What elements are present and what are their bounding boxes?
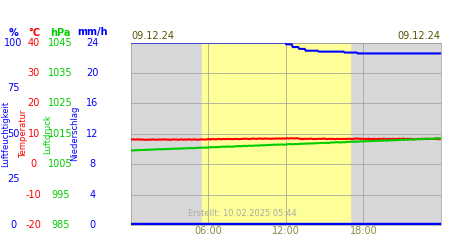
- Text: 0: 0: [89, 220, 95, 230]
- Text: 100: 100: [4, 38, 22, 48]
- Text: 4: 4: [89, 190, 95, 200]
- Text: 24: 24: [86, 38, 99, 48]
- Text: %: %: [9, 28, 18, 38]
- Text: Luftfeuchtigkeit: Luftfeuchtigkeit: [1, 101, 10, 167]
- Text: 50: 50: [7, 129, 20, 139]
- Text: 25: 25: [7, 174, 20, 184]
- Text: 16: 16: [86, 98, 99, 108]
- Text: 75: 75: [7, 83, 20, 93]
- Text: 30: 30: [27, 68, 40, 78]
- Text: mm/h: mm/h: [77, 28, 108, 38]
- Text: 8: 8: [89, 159, 95, 169]
- Text: Temperatur: Temperatur: [19, 110, 28, 158]
- Text: 985: 985: [51, 220, 70, 230]
- Text: 1035: 1035: [49, 68, 73, 78]
- Bar: [202, 42, 351, 225]
- Text: 40: 40: [27, 38, 40, 48]
- Text: 20: 20: [27, 98, 40, 108]
- Text: Luftdruck: Luftdruck: [43, 114, 52, 154]
- Text: 0: 0: [31, 159, 37, 169]
- Text: 1005: 1005: [49, 159, 73, 169]
- Text: 1045: 1045: [49, 38, 73, 48]
- Text: 1015: 1015: [49, 129, 73, 139]
- Text: °C: °C: [28, 28, 40, 38]
- Text: 10: 10: [27, 129, 40, 139]
- Text: 12: 12: [86, 129, 99, 139]
- Bar: [130, 223, 441, 225]
- Text: 09.12.24: 09.12.24: [131, 31, 174, 41]
- Text: 1025: 1025: [49, 98, 73, 108]
- Text: Niederschlag: Niederschlag: [70, 106, 79, 162]
- Text: -10: -10: [26, 190, 41, 200]
- Text: -20: -20: [26, 220, 42, 230]
- Text: 0: 0: [10, 220, 17, 230]
- Text: 995: 995: [51, 190, 70, 200]
- Text: Erstellt: 10.02.2025 05:44: Erstellt: 10.02.2025 05:44: [188, 209, 297, 218]
- Text: 20: 20: [86, 68, 99, 78]
- Text: 09.12.24: 09.12.24: [397, 31, 441, 41]
- Text: hPa: hPa: [50, 28, 71, 38]
